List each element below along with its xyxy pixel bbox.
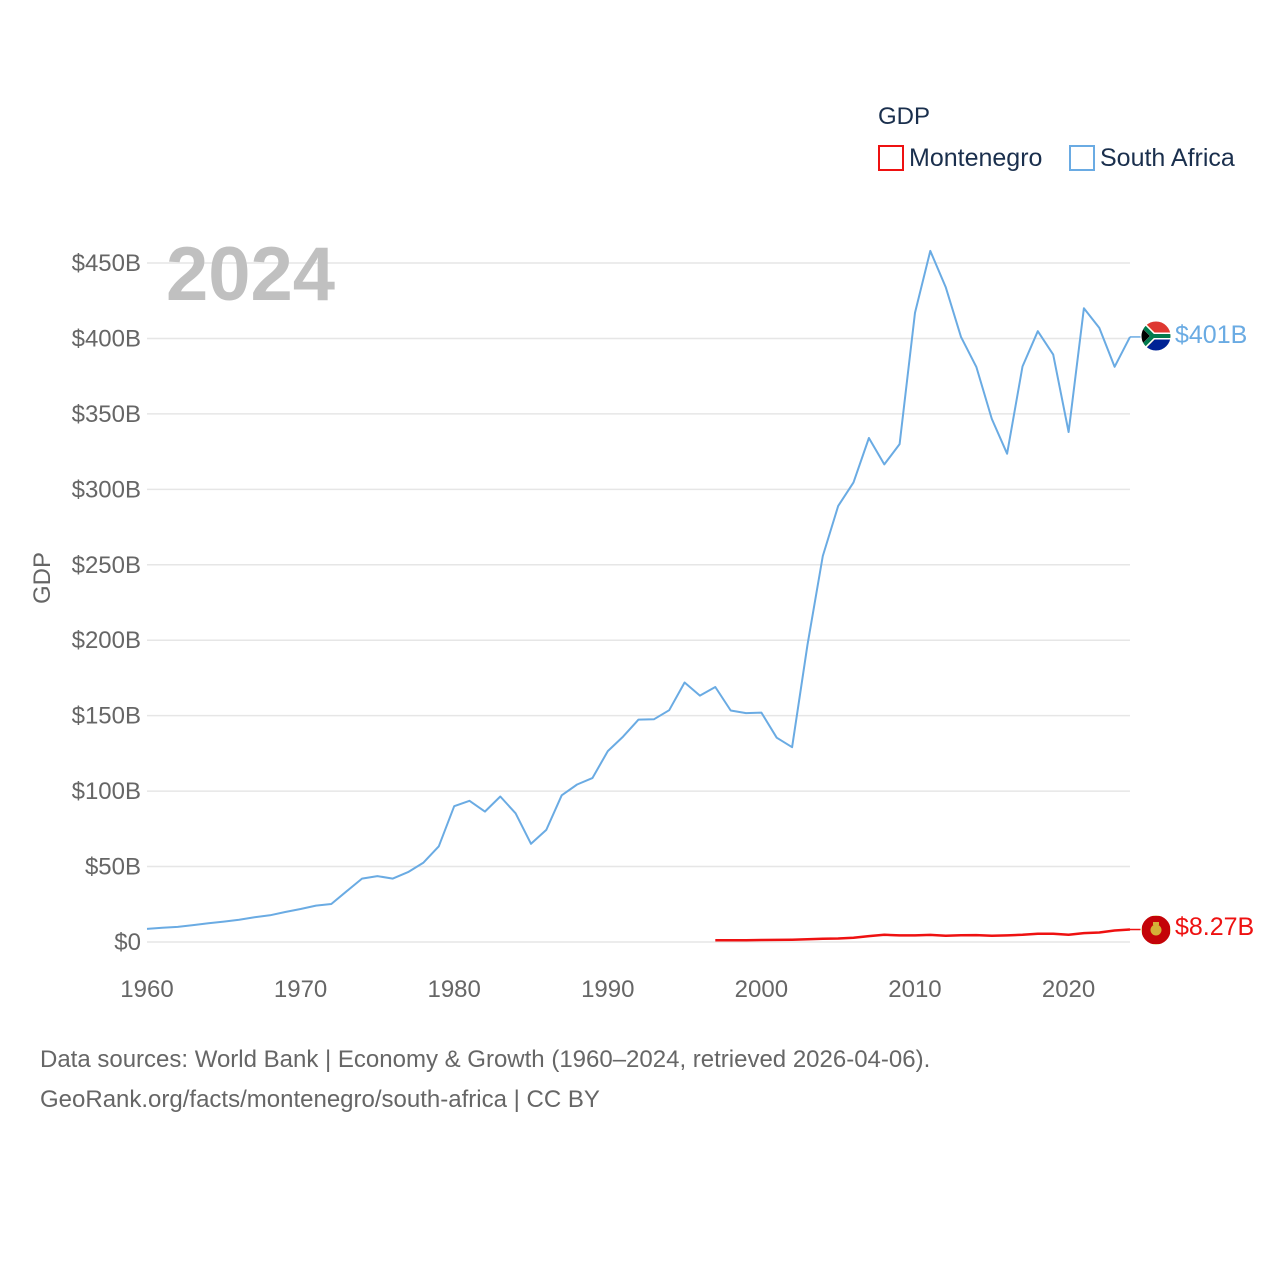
year-label: 2024 xyxy=(166,232,335,317)
montenegro-flag-icon xyxy=(1140,914,1172,946)
y-tick-label: $350B xyxy=(72,401,141,428)
x-tick-label: 1970 xyxy=(274,976,327,1003)
y-tick-label: $250B xyxy=(72,552,141,579)
legend: GDP Montenegro South Africa xyxy=(878,103,1235,172)
y-tick-label: $150B xyxy=(72,703,141,730)
legend-title: GDP xyxy=(878,103,930,130)
series-endpoints xyxy=(1130,336,1141,931)
south-africa-flag-icon xyxy=(1140,320,1172,352)
y-tick-label: $0 xyxy=(114,929,141,956)
source-line-2: GeoRank.org/facts/montenegro/south-afric… xyxy=(40,1086,600,1113)
legend-item-south-africa[interactable]: South Africa xyxy=(1069,144,1235,172)
x-tick-label: 1980 xyxy=(427,976,480,1003)
legend-label-montenegro: Montenegro xyxy=(909,144,1042,172)
y-tick-label: $300B xyxy=(72,476,141,503)
y-axis-title: GDP xyxy=(29,552,56,604)
series-lines xyxy=(146,249,1131,942)
y-tick-label: $100B xyxy=(72,778,141,805)
y-tick-label: $200B xyxy=(72,627,141,654)
source-line-1: Data sources: World Bank | Economy & Gro… xyxy=(40,1046,931,1073)
y-tick-label: $450B xyxy=(72,250,141,277)
y-axis-ticks: $0 $50B $100B $150B $200B $250B $300B $350B $400… xyxy=(72,250,141,956)
series-line-montenegro[interactable] xyxy=(715,928,1131,942)
x-tick-label: 1960 xyxy=(120,976,173,1003)
legend-swatch-south-africa xyxy=(1069,145,1095,171)
end-label-south-africa: $401B xyxy=(1175,321,1247,349)
x-tick-label: 2020 xyxy=(1042,976,1095,1003)
end-label-montenegro: $8.27B xyxy=(1175,913,1254,941)
series-line-south-africa[interactable] xyxy=(146,249,1131,930)
source-note: Data sources: World Bank | Economy & Gro… xyxy=(40,1040,930,1120)
x-tick-label: 1990 xyxy=(581,976,634,1003)
grid-lines xyxy=(147,262,1130,943)
x-tick-label: 2010 xyxy=(888,976,941,1003)
x-tick-label: 2000 xyxy=(735,976,788,1003)
legend-swatch-montenegro xyxy=(878,145,904,171)
y-tick-label: $400B xyxy=(72,325,141,352)
legend-item-montenegro[interactable]: Montenegro xyxy=(878,144,1042,172)
legend-label-south-africa: South Africa xyxy=(1100,144,1235,172)
x-axis-ticks: 1960 1970 1980 1990 2000 2010 2020 xyxy=(120,976,1095,1003)
y-tick-label: $50B xyxy=(85,854,141,881)
